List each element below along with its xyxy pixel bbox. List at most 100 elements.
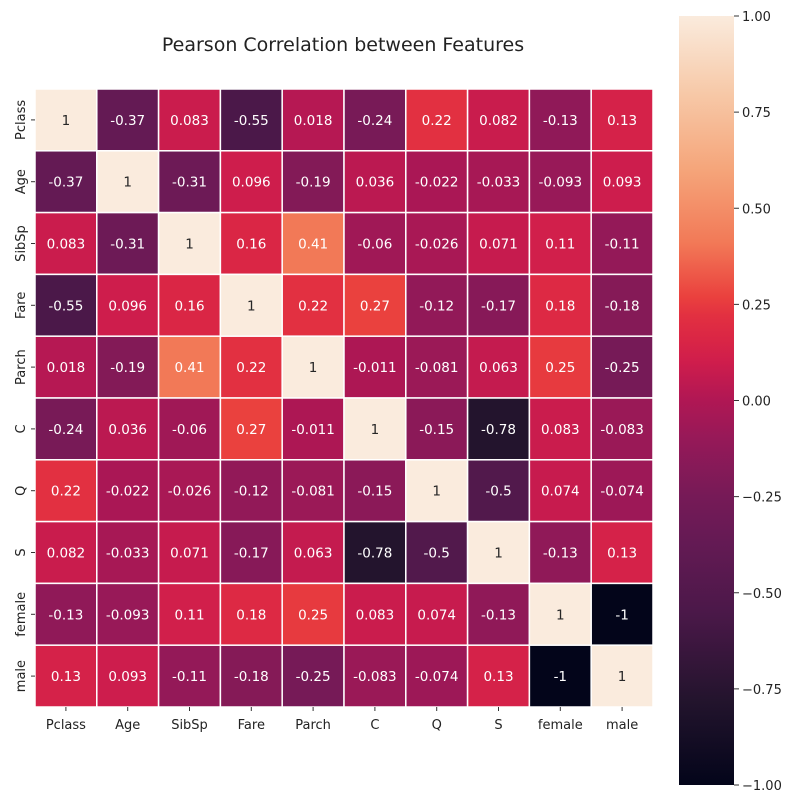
column-tick-label: Pclass — [46, 718, 86, 733]
cell-annotation: 1 — [62, 113, 71, 129]
cell-annotation: -0.78 — [481, 422, 516, 438]
heatmap-cell — [405, 150, 469, 214]
cell-annotation: 0.13 — [483, 669, 513, 685]
cell-annotation: -0.011 — [291, 422, 335, 438]
cell-annotation: 1 — [494, 546, 503, 562]
heatmap-cell — [528, 459, 592, 523]
heatmap-cell — [34, 459, 98, 523]
colorbar — [679, 16, 734, 785]
cell-annotation: 0.083 — [541, 422, 580, 438]
heatmap-cell — [590, 459, 654, 523]
cell-annotation: -0.17 — [481, 298, 516, 314]
cell-annotation: 0.082 — [47, 546, 86, 562]
heatmap-cell — [96, 150, 160, 214]
heatmap-cell — [34, 273, 98, 337]
colorbar-tick-label: −0.75 — [742, 683, 782, 698]
cell-annotation: 0.13 — [51, 669, 81, 685]
cell-annotation: 0.018 — [47, 360, 86, 376]
heatmap-cell — [281, 335, 345, 399]
cell-annotation: 0.22 — [236, 360, 266, 376]
heatmap-cell — [157, 335, 222, 399]
heatmap-cell — [96, 520, 160, 585]
cell-annotation: -0.06 — [357, 237, 392, 253]
cell-annotation: -0.13 — [543, 113, 578, 129]
cell-annotation: 0.096 — [108, 298, 147, 314]
cell-annotation: -0.033 — [106, 546, 150, 562]
heatmap-cell — [528, 644, 592, 708]
row-tick-label: SibSp — [14, 225, 29, 262]
heatmap-cell — [405, 273, 469, 337]
cell-annotation: -0.15 — [419, 422, 454, 438]
cell-annotation: -0.55 — [234, 113, 269, 129]
heatmap-cell — [405, 520, 469, 585]
cell-annotation: -0.033 — [477, 175, 521, 191]
heatmap-cell — [34, 644, 98, 708]
cell-annotation: -0.55 — [48, 298, 83, 314]
colorbar-tick-label: 0.75 — [742, 106, 771, 121]
cell-annotation: -0.18 — [605, 298, 640, 314]
heatmap-cell — [281, 397, 345, 461]
row-tick-label: Age — [14, 169, 29, 194]
column-tick-label: female — [538, 718, 583, 733]
cell-annotation: 0.093 — [603, 175, 642, 191]
heatmap-cell — [405, 335, 469, 399]
cell-annotation: -0.11 — [605, 237, 640, 253]
heatmap-cell — [590, 335, 654, 399]
colorbar-tick-label: −1.00 — [742, 779, 782, 794]
column-tick-label: SibSp — [171, 718, 208, 733]
heatmap-cell — [343, 88, 407, 152]
cell-annotation: -0.5 — [424, 546, 450, 562]
heatmap-cell — [157, 211, 222, 276]
cell-annotation: -0.13 — [481, 607, 516, 623]
cell-annotation: 1 — [247, 298, 256, 314]
cell-annotation: -0.12 — [234, 484, 269, 500]
cell-annotation: 0.25 — [545, 360, 575, 376]
colorbar-ticks: −1.00 −0.75 −0.50 −0.25 0.00 0.25 0.50 0.75 1.00 — [734, 10, 782, 794]
cell-annotation: 0.074 — [541, 484, 580, 500]
row-tick-label: Pclass — [14, 100, 29, 140]
heatmap-cell — [34, 397, 98, 461]
heatmap-cell — [466, 459, 531, 523]
cell-annotation: -0.083 — [600, 422, 644, 438]
cell-annotation: 0.063 — [294, 546, 333, 562]
chart-title: Pearson Correlation between Features — [162, 34, 524, 56]
cell-annotation: -0.37 — [110, 113, 145, 129]
heatmap-cell — [590, 211, 654, 276]
cell-annotation: -0.12 — [419, 298, 454, 314]
cell-annotation: 0.18 — [545, 298, 575, 314]
colorbar-tick-label: 0.25 — [742, 298, 771, 313]
cell-annotation: 0.018 — [294, 113, 333, 129]
colorbar-tick-label: −0.50 — [742, 587, 782, 602]
heatmap-cell — [343, 150, 407, 214]
cell-annotation: 0.063 — [479, 360, 518, 376]
cell-annotation: -0.06 — [172, 422, 207, 438]
heatmap-cell — [343, 273, 407, 337]
cell-annotation: -0.13 — [543, 546, 578, 562]
row-tick-label: male — [14, 660, 29, 692]
colorbar-tick-label: 0.50 — [742, 202, 771, 217]
heatmap-annotations: 1 -0.37 0.083 -0.55 0.018 -0.24 0.22 0.082 -0.13… — [47, 113, 644, 685]
heatmap-cell — [590, 273, 654, 337]
column-tick-label: S — [494, 718, 502, 733]
cell-annotation: 0.16 — [236, 237, 266, 253]
heatmap-cell — [405, 644, 469, 708]
column-tick-label: Fare — [238, 718, 265, 733]
heatmap-cell — [157, 520, 222, 585]
cell-annotation: -0.13 — [48, 607, 83, 623]
column-tick-label: Age — [115, 718, 140, 733]
heatmap-cell — [528, 520, 592, 585]
heatmap-cell — [590, 582, 654, 646]
column-tick-label: C — [370, 718, 379, 733]
heatmap-cell — [528, 150, 592, 214]
cell-annotation: -0.074 — [600, 484, 644, 500]
heatmap-cell — [466, 520, 531, 585]
cell-annotation: 0.074 — [417, 607, 456, 623]
heatmap-cell — [281, 520, 345, 585]
cell-annotation: -0.25 — [296, 669, 331, 685]
heatmap-cell — [466, 211, 531, 276]
heatmap-cell — [590, 520, 654, 585]
heatmap-cell — [405, 211, 469, 276]
cell-annotation: 1 — [618, 669, 627, 685]
